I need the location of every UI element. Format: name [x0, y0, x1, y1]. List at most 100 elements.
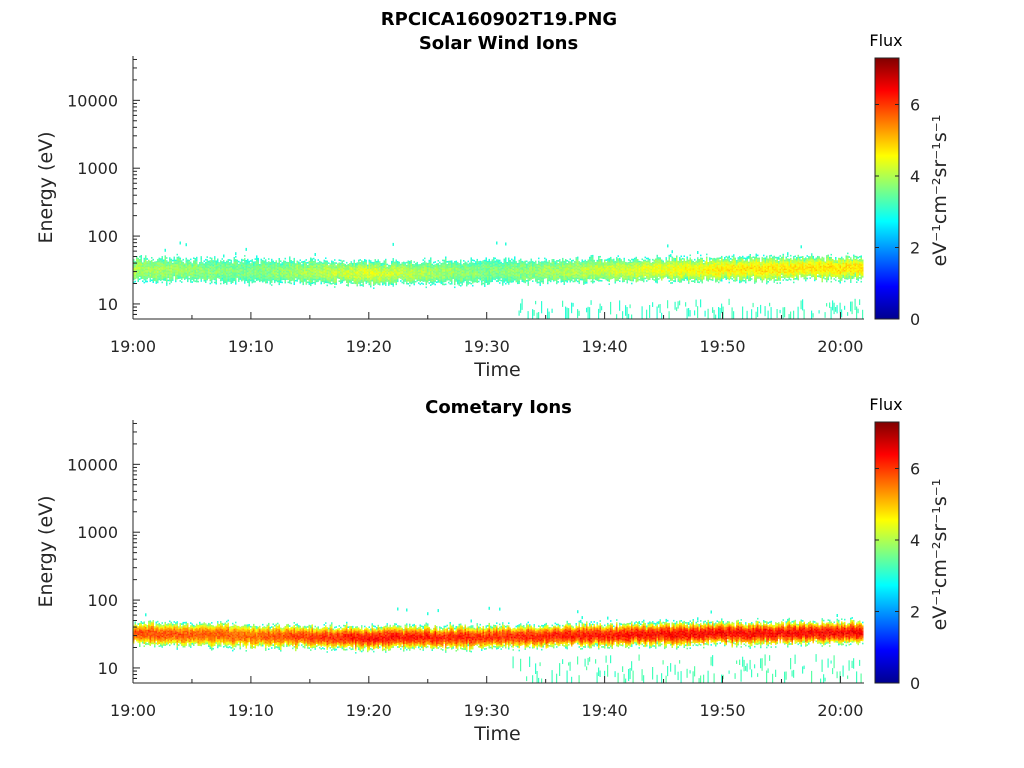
spectrogram-cell: [362, 264, 364, 266]
spectrogram-cell: [176, 267, 178, 269]
spectrogram-cell: [247, 263, 249, 265]
spectrogram-cell: [154, 270, 156, 273]
spectrogram-cell: [136, 265, 138, 267]
spectrogram-cell: [449, 262, 451, 264]
spectrogram-cell: [349, 270, 351, 273]
spectrogram-cell: [467, 265, 469, 267]
spectrogram-cell: [409, 278, 411, 281]
spectrogram-cell: [362, 282, 364, 284]
spectrogram-cell: [280, 263, 282, 265]
spectrogram-cell: [142, 275, 144, 278]
spectrogram-cell: [203, 272, 205, 274]
spectrogram-cell: [595, 269, 597, 272]
spectrogram-cell: [308, 283, 310, 285]
spectrogram-cell: [361, 278, 363, 280]
spectrogram-cell: [335, 266, 337, 269]
spectrogram-cell: [470, 270, 472, 273]
spectrogram-cell: [151, 260, 153, 262]
spectrogram-cell: [301, 280, 303, 283]
spectrogram-cell: [629, 269, 631, 271]
spectrogram-cell: [287, 278, 289, 281]
spectrogram-cell: [454, 262, 456, 265]
spectrogram-cell: [332, 279, 334, 281]
spectrogram-cell: [323, 274, 325, 277]
spectrogram-cell: [461, 283, 463, 286]
spectrogram-cell: [467, 268, 469, 270]
spectrogram-cell: [277, 277, 279, 280]
spectrogram-cell: [623, 278, 625, 281]
spectrogram-cell: [415, 267, 417, 269]
spectrogram-cell: [133, 281, 135, 284]
spectrogram-cell: [518, 271, 520, 274]
spectrogram-cell: [359, 277, 361, 279]
spectrogram-cell: [538, 281, 540, 284]
spectrogram-cell: [473, 268, 475, 271]
spectrogram-cell: [586, 276, 588, 278]
spectrogram-cell: [343, 269, 345, 271]
spectrogram-cell: [229, 265, 231, 267]
spectrogram-cell: [370, 260, 372, 262]
spectrogram-cell: [572, 264, 574, 266]
spectrogram-cell: [133, 272, 135, 275]
spectrogram-cell: [448, 268, 450, 270]
spectrogram-cell: [622, 267, 624, 269]
spectrogram-cell: [379, 273, 381, 275]
spectrogram-cell: [382, 283, 384, 286]
spectrogram-cell: [310, 262, 312, 264]
spectrogram-cell: [151, 273, 153, 276]
spectrogram-cell: [326, 278, 328, 281]
spectrogram-cell: [233, 260, 235, 262]
spectrogram-cell: [284, 257, 286, 260]
spectrogram-cell: [187, 262, 189, 265]
spectrogram-cell: [224, 261, 226, 264]
spectrogram-cell: [272, 278, 274, 281]
spectrogram-cell: [269, 273, 271, 276]
spectrogram-cell: [304, 260, 306, 263]
spectrogram-cell: [314, 260, 316, 263]
spectrogram-cell: [563, 280, 565, 282]
spectrogram-cell: [433, 266, 435, 268]
spectrogram-cell: [320, 263, 322, 265]
spectrogram-cell: [275, 273, 277, 276]
spectrogram-cell: [350, 267, 352, 269]
spectrogram-cell: [346, 275, 348, 277]
spectrogram-cell: [379, 268, 381, 271]
spectrogram-cell: [628, 263, 630, 266]
spectrogram-cell: [541, 277, 543, 280]
spectrogram-cell: [491, 268, 493, 270]
spectrogram-cell: [401, 265, 403, 267]
spectrogram-cell: [262, 279, 264, 281]
spectrogram-cell: [434, 283, 436, 286]
spectrogram-cell: [251, 272, 253, 275]
spectrogram-cell: [569, 258, 571, 260]
spectrogram-cell: [562, 277, 564, 279]
spectrogram-cell: [190, 272, 192, 274]
spectrogram-cell: [556, 264, 558, 267]
spectrogram-cell: [278, 280, 280, 283]
spectrogram-cell: [583, 272, 585, 275]
spectrogram-cell: [610, 301, 612, 315]
spectrogram-cell: [227, 265, 229, 267]
spectrogram-cell: [625, 267, 627, 270]
spectrogram-cell: [479, 269, 481, 272]
spectrogram-cell: [233, 273, 235, 276]
spectrogram-cell: [400, 280, 402, 282]
spectrogram-cell: [323, 270, 325, 272]
spectrogram-cell: [334, 263, 336, 266]
spectrogram-cell: [139, 278, 141, 280]
spectrogram-cell: [508, 269, 510, 272]
spectrogram-cell: [512, 273, 514, 275]
spectrogram-cell: [223, 272, 225, 274]
spectrogram-cell: [599, 266, 601, 268]
spectrogram-cell: [224, 264, 226, 267]
spectrogram-cell: [152, 275, 154, 277]
spectrogram-cell: [251, 275, 253, 278]
spectrogram-cell: [616, 261, 618, 264]
spectrogram-cell: [278, 276, 280, 278]
spectrogram-cell: [488, 264, 490, 267]
spectrogram-cell: [428, 276, 430, 278]
spectrogram-cell: [161, 281, 163, 284]
spectrogram-cell: [457, 281, 459, 283]
spectrogram-cell: [592, 277, 594, 279]
spectrogram-cell: [278, 274, 280, 277]
